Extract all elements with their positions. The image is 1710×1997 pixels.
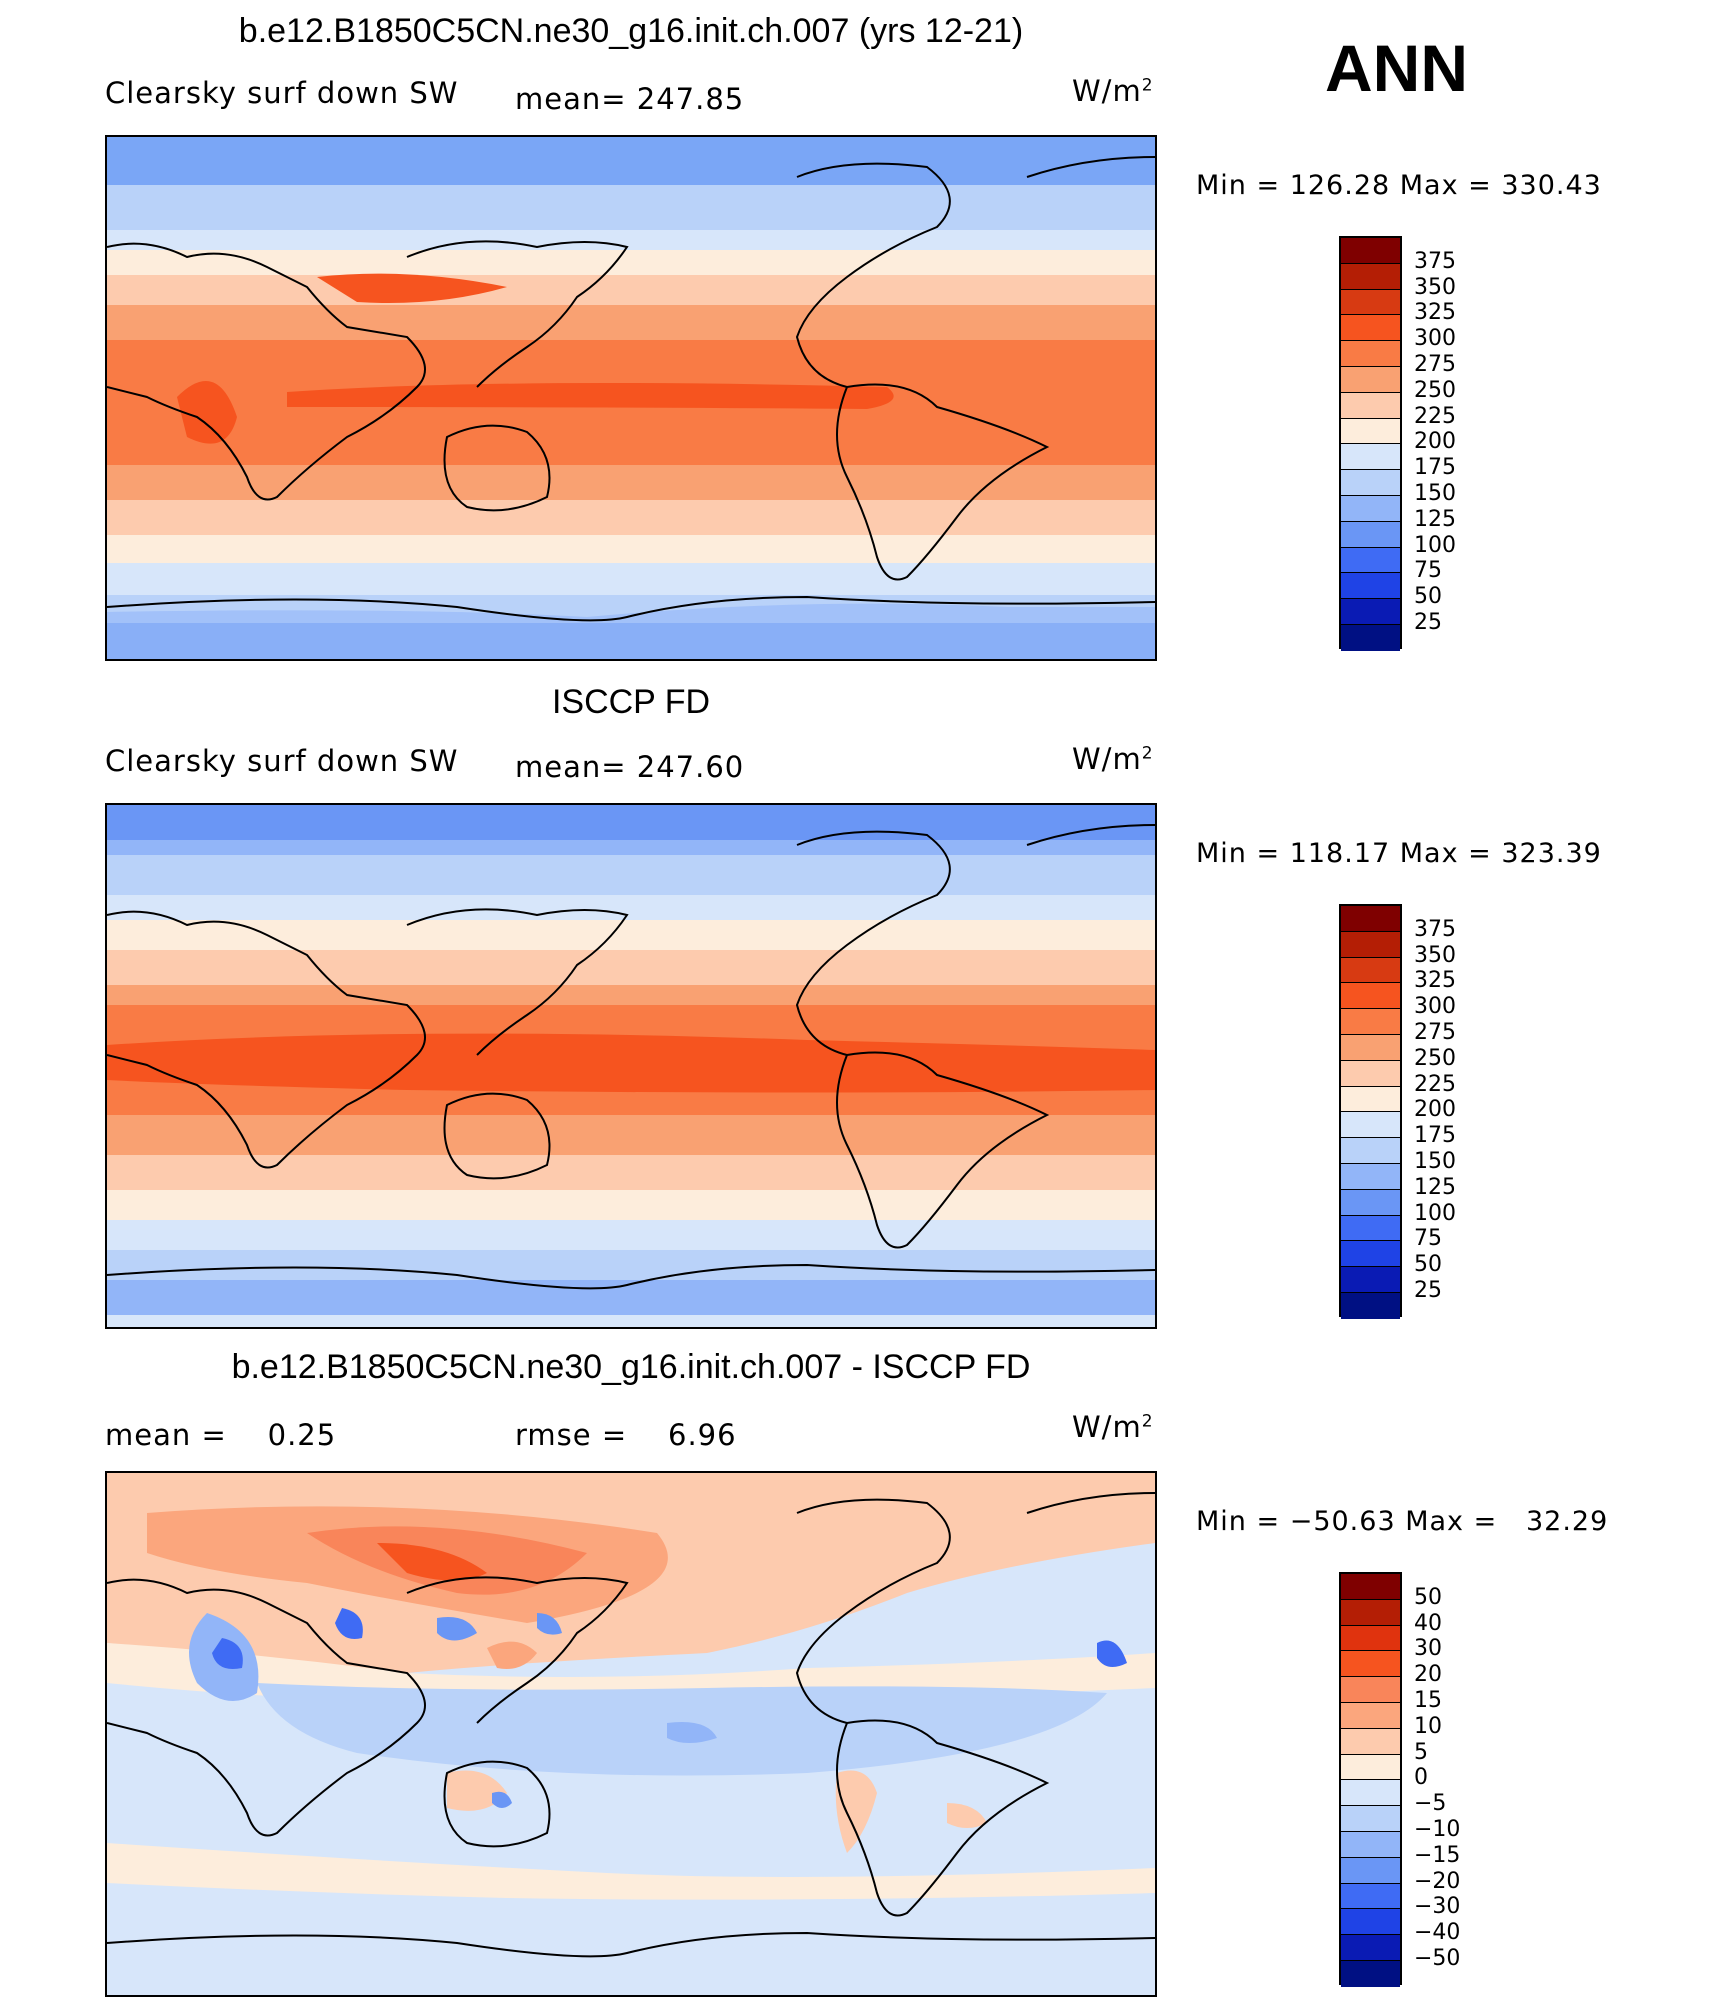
colorbar-tick: 40 bbox=[1414, 1611, 1442, 1636]
colorbar-tick: 20 bbox=[1414, 1662, 1442, 1687]
panel2-minmax: Min = 118.17 Max = 323.39 bbox=[1196, 838, 1602, 869]
colorbar-tick: 250 bbox=[1414, 1046, 1456, 1071]
panel3-title: b.e12.B1850C5CN.ne30_g16.init.ch.007 - I… bbox=[231, 1348, 1031, 1386]
colorbar-tick: 250 bbox=[1414, 378, 1456, 403]
colorbar-tick: 300 bbox=[1414, 994, 1456, 1019]
colorbar-tick: 350 bbox=[1414, 943, 1456, 968]
colorbar-tick: 225 bbox=[1414, 404, 1456, 429]
colorbar-tick: 50 bbox=[1414, 1585, 1442, 1610]
panel1-units: W/m2 bbox=[1072, 74, 1154, 108]
colorbar-tick: 275 bbox=[1414, 1020, 1456, 1045]
panel2-units: W/m2 bbox=[1072, 742, 1154, 776]
season-label: ANN bbox=[1325, 31, 1468, 105]
colorbar-tick: 125 bbox=[1414, 507, 1456, 532]
panel3-mean-label: mean = 0.25 bbox=[105, 1418, 337, 1452]
colorbar-tick: −15 bbox=[1414, 1843, 1461, 1868]
panel3-minmax: Min = −50.63 Max = 32.29 bbox=[1196, 1506, 1609, 1537]
colorbar-tick: 25 bbox=[1414, 610, 1442, 635]
colorbar-tick: 10 bbox=[1414, 1714, 1442, 1739]
panel3-rmse-label: rmse = 6.96 bbox=[515, 1418, 737, 1452]
colorbar-tick: 15 bbox=[1414, 1688, 1442, 1713]
panel2-map bbox=[105, 803, 1157, 1329]
panel1-colorbar bbox=[1339, 236, 1402, 651]
colorbar-tick: 375 bbox=[1414, 917, 1456, 942]
panel2-title: ISCCP FD bbox=[551, 683, 711, 721]
colorbar-tick: 100 bbox=[1414, 1201, 1456, 1226]
panel1-variable-label: Clearsky surf down SW bbox=[105, 76, 459, 110]
panel1-mean-label: mean= 247.85 bbox=[515, 82, 745, 116]
colorbar-tick: −40 bbox=[1414, 1920, 1461, 1945]
colorbar-tick: 275 bbox=[1414, 352, 1456, 377]
colorbar-tick: 300 bbox=[1414, 326, 1456, 351]
colorbar-tick: 150 bbox=[1414, 481, 1456, 506]
colorbar-tick: 75 bbox=[1414, 558, 1442, 583]
panel1-map bbox=[105, 135, 1157, 661]
colorbar-tick: 325 bbox=[1414, 968, 1456, 993]
panel2-variable-label: Clearsky surf down SW bbox=[105, 744, 459, 778]
panel3-map bbox=[105, 1471, 1157, 1997]
colorbar-tick: 225 bbox=[1414, 1072, 1456, 1097]
colorbar-tick: 325 bbox=[1414, 300, 1456, 325]
panel1-minmax: Min = 126.28 Max = 330.43 bbox=[1196, 170, 1602, 201]
colorbar-tick: 175 bbox=[1414, 455, 1456, 480]
panel1-title: b.e12.B1850C5CN.ne30_g16.init.ch.007 (yr… bbox=[238, 12, 1024, 50]
colorbar-tick: 150 bbox=[1414, 1149, 1456, 1174]
colorbar-tick: 200 bbox=[1414, 1097, 1456, 1122]
panel2-mean-label: mean= 247.60 bbox=[515, 750, 745, 784]
colorbar-tick: 50 bbox=[1414, 584, 1442, 609]
colorbar-tick: −10 bbox=[1414, 1817, 1461, 1842]
colorbar-tick: −50 bbox=[1414, 1946, 1461, 1971]
panel3-units: W/m2 bbox=[1072, 1410, 1154, 1444]
colorbar-tick: 175 bbox=[1414, 1123, 1456, 1148]
colorbar-tick: −20 bbox=[1414, 1869, 1461, 1894]
colorbar-tick: 125 bbox=[1414, 1175, 1456, 1200]
colorbar-tick: 30 bbox=[1414, 1636, 1442, 1661]
colorbar-tick: 75 bbox=[1414, 1226, 1442, 1251]
colorbar-tick: 50 bbox=[1414, 1252, 1442, 1277]
colorbar-tick: 25 bbox=[1414, 1278, 1442, 1303]
colorbar-tick: 200 bbox=[1414, 429, 1456, 454]
panel2-colorbar bbox=[1339, 904, 1402, 1319]
colorbar-tick: −30 bbox=[1414, 1894, 1461, 1919]
colorbar-tick: 375 bbox=[1414, 249, 1456, 274]
colorbar-tick: −5 bbox=[1414, 1791, 1447, 1816]
colorbar-tick: 0 bbox=[1414, 1765, 1428, 1790]
colorbar-tick: 350 bbox=[1414, 275, 1456, 300]
colorbar-tick: 100 bbox=[1414, 533, 1456, 558]
colorbar-tick: 5 bbox=[1414, 1740, 1428, 1765]
panel3-colorbar bbox=[1339, 1572, 1402, 1987]
